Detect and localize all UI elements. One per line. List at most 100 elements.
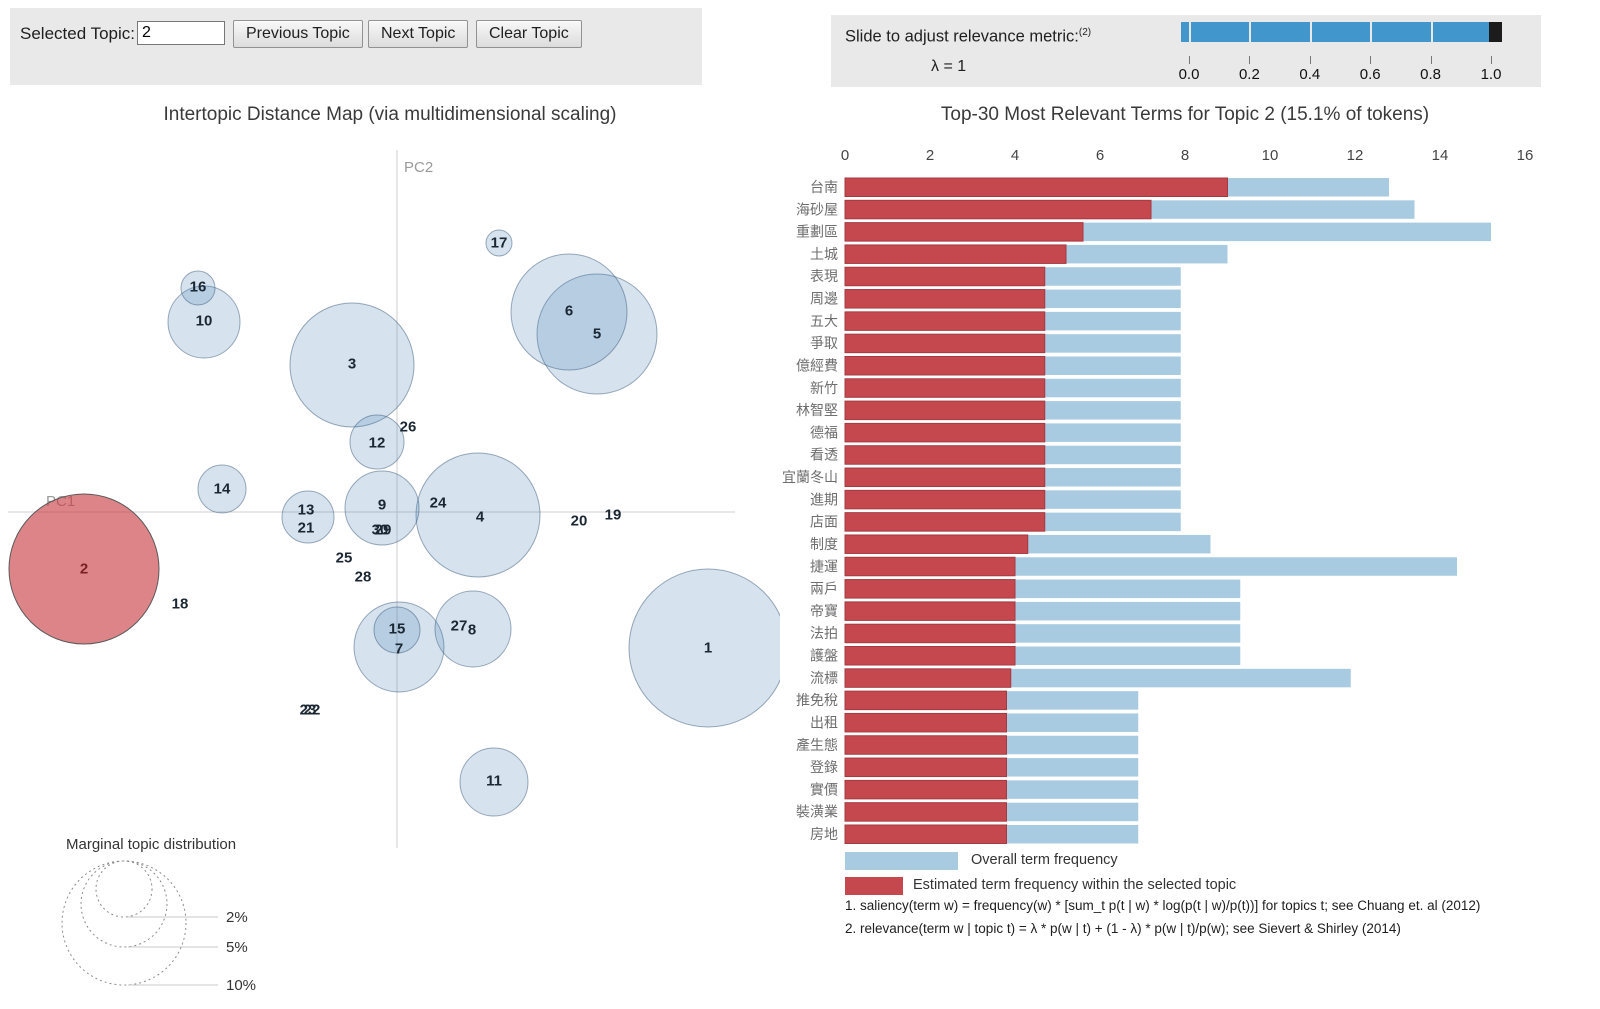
topic-frequency-bar[interactable] — [844, 222, 1084, 242]
topic-bubble-13[interactable] — [281, 490, 335, 544]
topic-frequency-bar[interactable] — [844, 177, 1228, 197]
topic-label-21[interactable]: 21 — [298, 520, 315, 537]
term-label[interactable]: 出租 — [810, 714, 838, 730]
term-label[interactable]: 土城 — [810, 246, 838, 262]
topic-label-29[interactable]: 29 — [375, 522, 392, 539]
topic-bubble-16[interactable] — [180, 270, 216, 306]
topic-frequency-bar[interactable] — [844, 757, 1007, 778]
topic-label-27[interactable]: 27 — [451, 618, 468, 635]
topic-label-25[interactable]: 25 — [336, 550, 353, 567]
topic-frequency-bar[interactable] — [844, 556, 1016, 577]
term-label[interactable]: 捷運 — [810, 558, 838, 574]
clear-topic-button[interactable]: Clear Topic — [476, 20, 582, 48]
topic-bubble-17[interactable] — [485, 229, 513, 257]
term-label[interactable]: 登錄 — [810, 759, 838, 775]
term-label[interactable]: 法拍 — [810, 625, 838, 641]
term-label[interactable]: 進期 — [810, 491, 838, 507]
topic-frequency-bar[interactable] — [844, 489, 1046, 510]
lambda-slider-handle[interactable] — [1489, 22, 1502, 42]
topic-frequency-bar[interactable] — [844, 512, 1046, 532]
topic-frequency-bar[interactable] — [844, 824, 1007, 844]
selected-topic-input[interactable] — [137, 21, 225, 45]
topic-frequency-bar[interactable] — [844, 668, 1012, 688]
term-label[interactable]: 實價 — [810, 781, 838, 797]
topic-frequency-bar[interactable] — [844, 690, 1007, 711]
term-label[interactable]: 周邊 — [810, 291, 838, 307]
topic-bubble-15[interactable] — [373, 606, 421, 654]
topic-bubble-10[interactable] — [167, 285, 241, 359]
topic-bubble-14[interactable] — [197, 464, 247, 514]
topic-frequency-bar[interactable] — [844, 355, 1046, 376]
term-label[interactable]: 店面 — [810, 514, 838, 530]
term-label[interactable]: 推免稅 — [796, 692, 838, 708]
topic-label-28[interactable]: 28 — [355, 569, 372, 586]
topic-frequency-bar[interactable] — [844, 579, 1016, 599]
topic-bubble-4[interactable] — [415, 452, 541, 578]
term-label[interactable]: 兩戶 — [810, 581, 838, 597]
next-topic-button[interactable]: Next Topic — [368, 20, 469, 48]
topic-label-4[interactable]: 4 — [476, 509, 485, 526]
term-label[interactable]: 台南 — [810, 179, 838, 195]
topic-label-11[interactable]: 11 — [486, 773, 502, 790]
topic-frequency-bar[interactable] — [844, 311, 1046, 331]
topic-bubble-8[interactable] — [434, 590, 512, 668]
topic-label-19[interactable]: 19 — [605, 507, 622, 524]
topic-label-5[interactable]: 5 — [593, 326, 601, 343]
topic-bubble-3[interactable] — [289, 302, 415, 428]
topic-label-20[interactable]: 20 — [571, 513, 588, 530]
topic-frequency-bar[interactable] — [844, 378, 1046, 398]
term-label[interactable]: 五大 — [810, 313, 838, 329]
topic-bubble-12[interactable] — [349, 414, 405, 470]
topic-frequency-bar[interactable] — [844, 779, 1007, 800]
topic-frequency-bar[interactable] — [844, 445, 1046, 465]
topic-label-14[interactable]: 14 — [214, 481, 231, 498]
term-label[interactable]: 裝潢業 — [796, 804, 838, 820]
term-label[interactable]: 流標 — [810, 670, 838, 686]
term-label[interactable]: 重劃區 — [796, 224, 838, 240]
term-label[interactable]: 產生態 — [796, 737, 838, 753]
topic-frequency-bar[interactable] — [844, 422, 1046, 443]
topic-bubble-7[interactable] — [353, 601, 445, 693]
topic-bubble-11[interactable] — [459, 747, 529, 817]
topic-label-26[interactable]: 26 — [400, 419, 417, 436]
topic-label-17[interactable]: 17 — [491, 235, 508, 252]
term-label[interactable]: 億經費 — [796, 357, 838, 373]
term-label[interactable]: 護盤 — [810, 648, 838, 664]
topic-label-1[interactable]: 1 — [704, 640, 712, 657]
topic-bubble-1[interactable] — [628, 568, 780, 728]
topic-label-12[interactable]: 12 — [369, 435, 386, 452]
topic-frequency-bar[interactable] — [844, 735, 1007, 755]
term-label[interactable]: 房地 — [810, 826, 838, 842]
term-label[interactable]: 海砂屋 — [796, 201, 838, 217]
topic-label-6[interactable]: 6 — [565, 303, 573, 320]
topic-frequency-bar[interactable] — [844, 712, 1007, 733]
topic-label-10[interactable]: 10 — [196, 313, 213, 330]
topic-frequency-bar[interactable] — [844, 534, 1029, 554]
topic-bubble-2[interactable] — [8, 493, 160, 645]
topic-frequency-bar[interactable] — [844, 244, 1067, 264]
topic-label-9[interactable]: 9 — [378, 497, 386, 514]
previous-topic-button[interactable]: Previous Topic — [233, 20, 363, 48]
topic-bubble-5[interactable] — [536, 273, 658, 395]
topic-label-23[interactable]: 23 — [300, 702, 317, 719]
topic-frequency-bar[interactable] — [844, 289, 1046, 309]
topic-frequency-bar[interactable] — [844, 623, 1016, 644]
term-label[interactable]: 宜蘭冬山 — [782, 469, 838, 485]
topic-label-3[interactable]: 3 — [348, 356, 356, 373]
term-label[interactable]: 爭取 — [810, 335, 838, 351]
topic-label-18[interactable]: 18 — [172, 596, 189, 613]
topic-bubble-6[interactable] — [510, 253, 628, 371]
topic-frequency-bar[interactable] — [844, 333, 1046, 354]
topic-label-30[interactable]: 30 — [372, 522, 389, 539]
topic-frequency-bar[interactable] — [844, 266, 1046, 287]
term-label[interactable]: 帝寶 — [810, 603, 838, 619]
lambda-slider[interactable] — [1181, 22, 1502, 42]
term-label[interactable]: 林智堅 — [796, 402, 838, 418]
topic-label-16[interactable]: 16 — [190, 279, 207, 296]
topic-label-15[interactable]: 15 — [389, 621, 406, 638]
topic-label-2[interactable]: 2 — [80, 561, 88, 578]
topic-frequency-bar[interactable] — [844, 601, 1016, 621]
term-label[interactable]: 新竹 — [810, 380, 838, 396]
term-label[interactable]: 表現 — [810, 268, 838, 284]
term-label[interactable]: 看透 — [810, 447, 838, 463]
